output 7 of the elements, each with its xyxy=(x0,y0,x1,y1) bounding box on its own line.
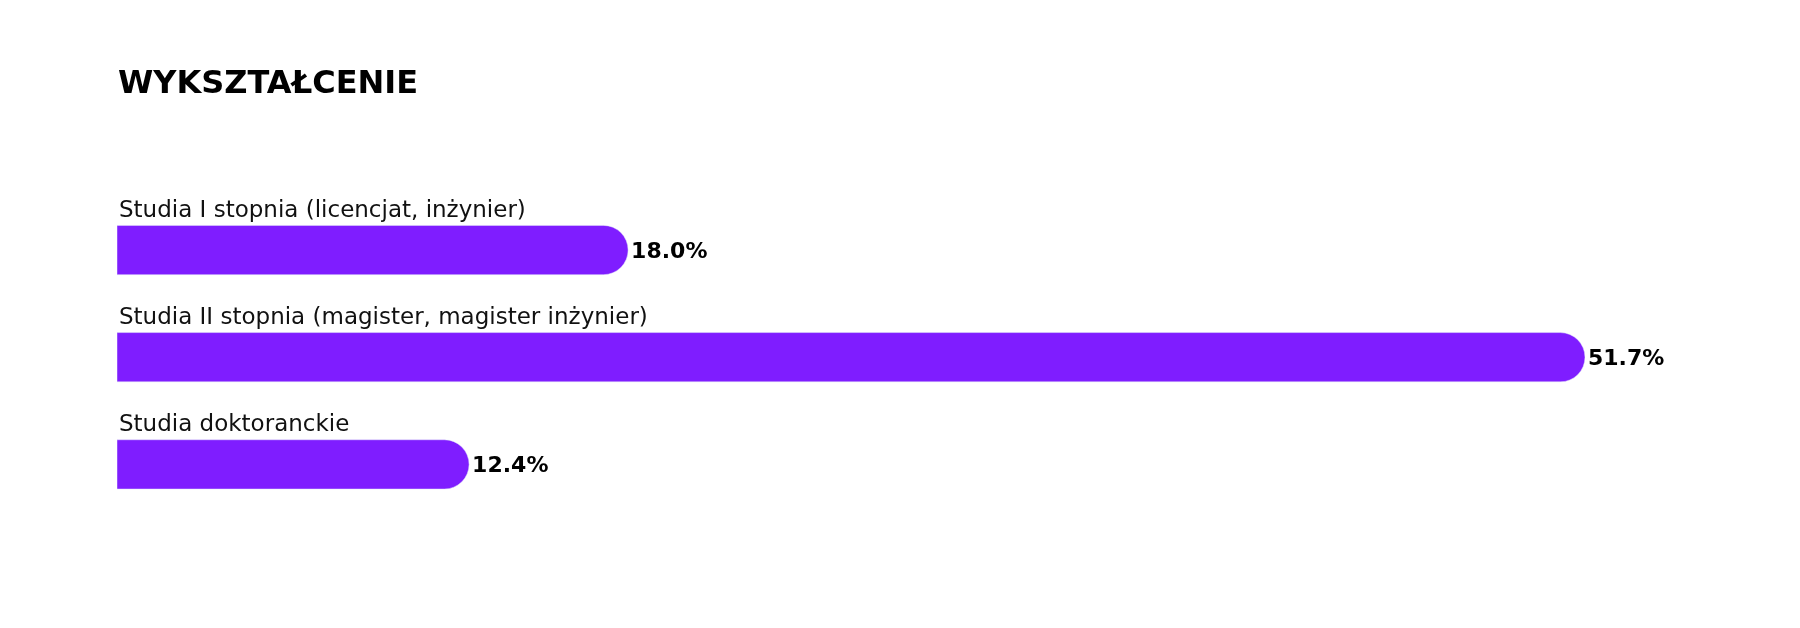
y-tick-label: Studia doktoranckie xyxy=(119,410,350,436)
data-label: 18.0% xyxy=(631,237,708,263)
chart-title: WYKSZTAŁCENIE xyxy=(118,63,419,102)
data-label: 12.4% xyxy=(472,451,549,477)
data-label: 51.7% xyxy=(1588,344,1665,370)
y-tick-label: Studia II stopnia (magister, magister inżynier) xyxy=(119,303,648,329)
y-tick-label: Studia I stopnia (licencjat, inżynier) xyxy=(119,196,526,222)
